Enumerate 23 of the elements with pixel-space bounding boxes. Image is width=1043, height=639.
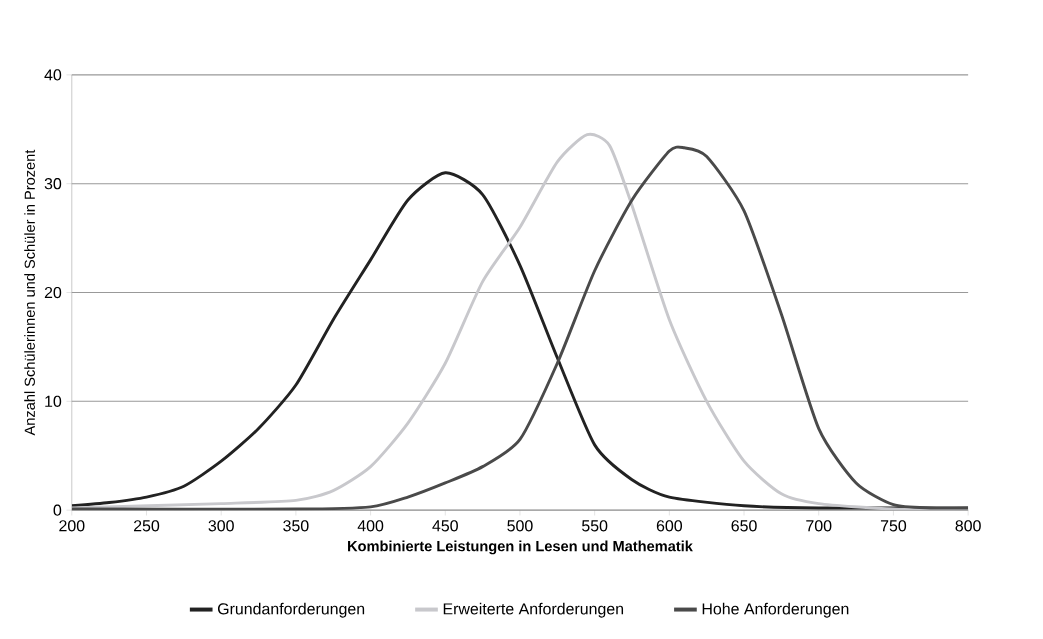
x-tick-label: 650	[731, 520, 757, 532]
y-tick-label: 30	[44, 178, 62, 190]
x-tick-label: 550	[582, 520, 608, 532]
legend-label: Grundanforderungen	[217, 602, 365, 618]
x-tick-label: 450	[432, 520, 458, 532]
legend-label: Hohe Anforderungen	[702, 602, 849, 618]
y-axis-title: Anzahl Schülerinnen und Schüler in Prozent	[24, 149, 35, 436]
x-tick-label: 200	[59, 520, 85, 532]
y-tick-label: 40	[44, 69, 62, 81]
x-tick-label: 600	[656, 520, 683, 532]
x-tick-label: 750	[880, 520, 907, 532]
x-tick-label: 800	[955, 520, 981, 532]
x-tick-label: 250	[133, 520, 160, 532]
y-tick-label: 10	[45, 395, 62, 408]
x-tick-label: 400	[357, 520, 384, 532]
x-tick-label: 700	[806, 520, 832, 532]
x-tick-label: 350	[283, 520, 309, 532]
y-tick-label: 0	[53, 504, 62, 516]
x-axis-title: Kombinierte Leistungen in Lesen und Mathematik	[348, 540, 693, 555]
legend-label: Erweiterte Anforderungen	[443, 602, 624, 618]
y-tick-label: 20	[44, 287, 62, 299]
x-tick-label: 300	[208, 520, 234, 532]
x-tick-label: 500	[507, 520, 533, 532]
